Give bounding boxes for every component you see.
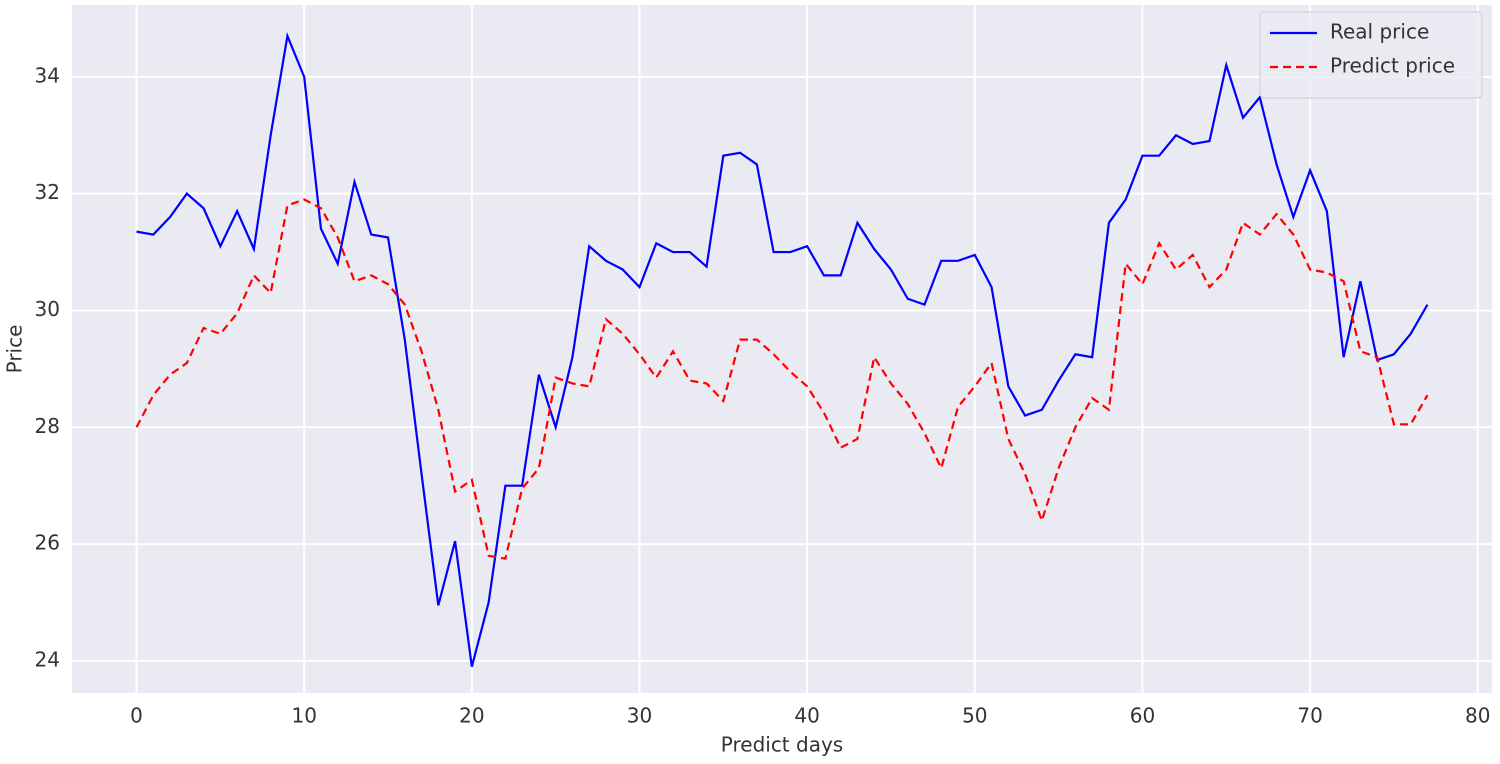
x-tick-label: 0 [130, 704, 143, 728]
x-axis-label: Predict days [721, 733, 843, 757]
x-tick-label: 80 [1465, 704, 1490, 728]
y-tick-label: 30 [35, 297, 60, 321]
x-tick-label: 60 [1130, 704, 1155, 728]
x-tick-label: 20 [459, 704, 484, 728]
x-tick-label: 10 [291, 704, 316, 728]
line-series [136, 31, 1429, 667]
y-tick-label: 24 [35, 647, 60, 671]
plot-area [72, 5, 1492, 693]
x-tick-label: 70 [1297, 704, 1322, 728]
y-tick-label: 28 [35, 414, 60, 438]
y-tick-label: 34 [35, 63, 60, 87]
x-tick-label: 30 [627, 704, 652, 728]
y-axis-label: Price [3, 325, 27, 374]
x-tick-label: 40 [794, 704, 819, 728]
legend-label: Real price [1330, 20, 1429, 44]
line-series [135, 198, 1429, 560]
y-tick-label: 32 [35, 180, 60, 204]
y-tick-label: 26 [35, 531, 60, 555]
legend-label: Predict price [1330, 54, 1455, 78]
x-tick-label: 50 [962, 704, 987, 728]
